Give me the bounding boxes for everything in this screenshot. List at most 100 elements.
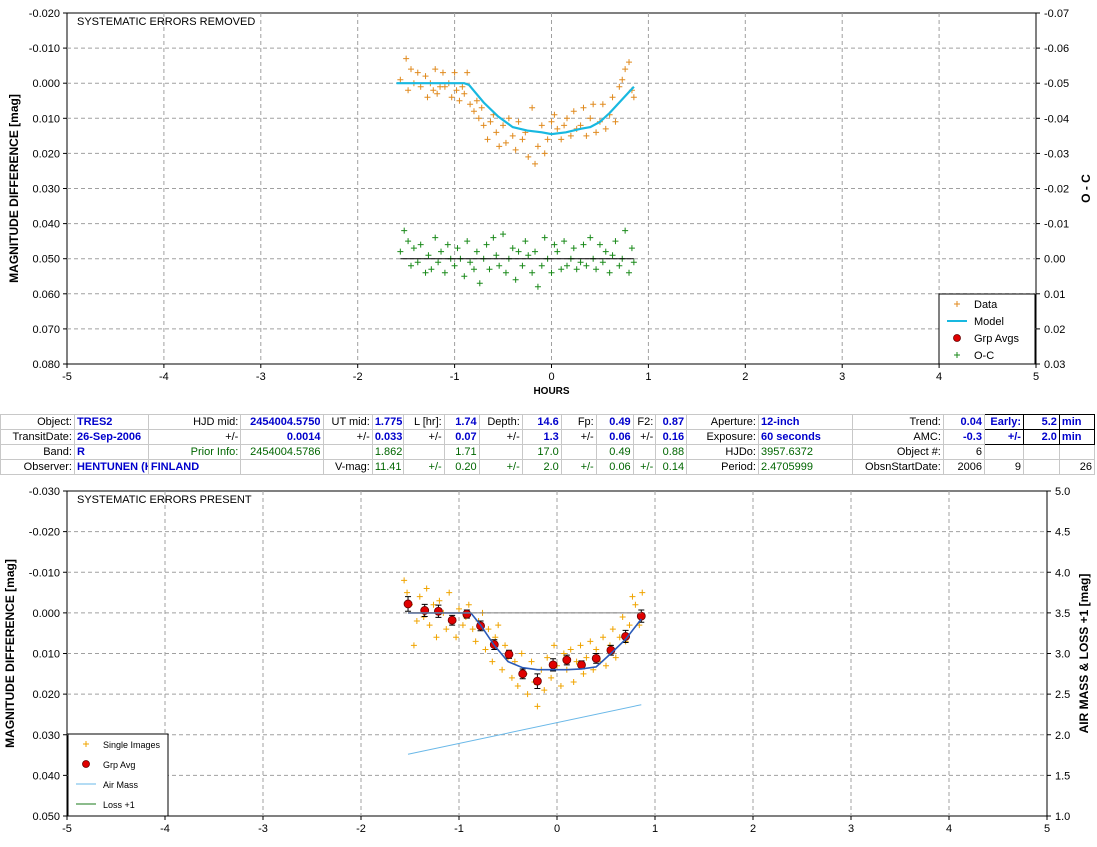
data-point [632, 601, 639, 608]
data-point [475, 115, 482, 122]
legend-swatch [954, 352, 960, 358]
data-point [626, 622, 633, 629]
data-point [587, 638, 594, 645]
group-average-point [591, 653, 601, 663]
x-tick-label: 0 [548, 371, 554, 383]
data-point [541, 234, 548, 241]
x-tick-label: 4 [946, 823, 952, 835]
transit-info-table: Object: TRES2 HJD mid: 2454004.5750 UT mid: 1… [0, 414, 1097, 475]
data-point [514, 683, 521, 689]
data-point [469, 626, 476, 633]
chart-systematic-errors-removed: -5 -4 -3 -2 -1 0 1 2 3 4 5 -0.020 -0.010 0.000 0.010 0.… [7, 8, 1093, 397]
data-point [493, 129, 500, 136]
y-tick-label: -0.010 [29, 567, 60, 579]
data-point [612, 654, 619, 661]
data-point [573, 266, 580, 273]
data-point [461, 273, 468, 280]
group-average-point [504, 649, 514, 659]
info-cell: 11.41 [371, 459, 404, 475]
data-point [532, 160, 539, 167]
data-point [441, 83, 448, 90]
legend-swatch [82, 760, 90, 768]
data-point [464, 69, 471, 76]
data-point [532, 248, 539, 255]
info-cell [1022, 444, 1060, 460]
data-point [583, 654, 590, 661]
data-point [448, 94, 455, 101]
y2-tick-label: -0.01 [1044, 219, 1069, 231]
info-cell: 0.06 [595, 459, 634, 475]
info-cell [632, 444, 657, 460]
info-cell: Object #: [852, 444, 944, 460]
group-average-point [434, 606, 443, 616]
legend-label: Loss +1 [103, 800, 135, 810]
data-point [583, 262, 590, 269]
data-point [483, 241, 490, 248]
info-cell [1022, 459, 1060, 475]
y-tick-label: 0.000 [32, 608, 60, 620]
data-point [493, 252, 500, 259]
data-point [480, 122, 487, 129]
data-point [434, 90, 441, 97]
y2-tick-label: 0.03 [1044, 359, 1065, 371]
x-tick-label: 0 [554, 823, 560, 835]
data-point [502, 139, 509, 146]
data-point [446, 589, 453, 596]
group-average-point [447, 615, 457, 625]
data-point [541, 687, 548, 694]
data-point [561, 238, 568, 245]
info-cell: 1.3 [521, 429, 562, 445]
info-cell: 0.49 [595, 414, 634, 430]
info-cell: min [1058, 414, 1096, 430]
x-tick-label: 1 [652, 823, 658, 835]
data-point [515, 118, 522, 125]
data-point [596, 241, 603, 248]
info-cell [322, 444, 373, 460]
info-cell: 9 [983, 459, 1024, 475]
group-average-point [577, 660, 586, 670]
info-cell: Object: [0, 414, 75, 430]
data-point [473, 248, 480, 255]
info-cell [560, 444, 597, 460]
data-point [529, 104, 536, 111]
x-tick-label: 3 [848, 823, 854, 835]
series-line [407, 704, 642, 755]
data-point [587, 115, 594, 122]
y-tick-label: 0.020 [32, 148, 60, 160]
info-cell: Period: [686, 459, 759, 475]
info-cell: 0.87 [655, 414, 688, 430]
info-cell: Early: [983, 414, 1024, 430]
info-cell: 0.16 [655, 429, 688, 445]
legend-swatch [953, 334, 961, 342]
data-point [485, 626, 492, 633]
y-tick-label: 0.020 [32, 689, 60, 701]
data-point [580, 104, 587, 111]
info-cell: 17.0 [521, 444, 562, 460]
y2-tick-label: 4.0 [1055, 567, 1070, 579]
info-row: Band: R Prior Info: 2454004.5786 1.862 1.71 17… [0, 444, 1096, 460]
info-cell: 1.862 [371, 444, 404, 460]
info-cell: +/- [560, 429, 597, 445]
group-average-point [548, 660, 558, 670]
data-point [561, 122, 568, 129]
y2-axis-label: AIR MASS & LOSS +1 [mag] [1077, 574, 1091, 734]
data-point [583, 132, 590, 139]
data-point [490, 234, 497, 241]
legend-swatch [954, 301, 960, 307]
series [396, 82, 635, 136]
data-point [525, 153, 532, 160]
info-cell: +/- [560, 459, 597, 475]
data-point [512, 276, 519, 283]
data-point [436, 597, 443, 604]
data-point [622, 227, 629, 234]
y2-tick-label: -0.07 [1044, 8, 1069, 20]
data-point [404, 589, 411, 596]
data-point [570, 245, 577, 252]
data-point [454, 245, 461, 252]
data-point [401, 227, 408, 234]
data-point [432, 234, 439, 241]
data-point [470, 108, 477, 115]
data-point [470, 266, 477, 273]
info-cell: UT mid: [322, 414, 373, 430]
y2-tick-label: 1.5 [1055, 770, 1070, 782]
